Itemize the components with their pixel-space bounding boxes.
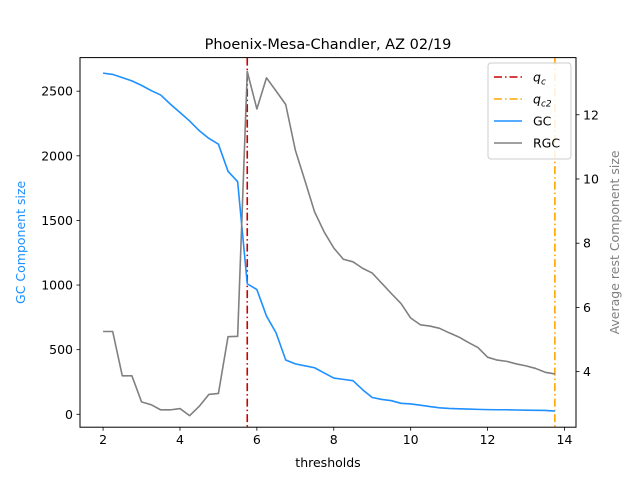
x-tick-label: 6 — [253, 432, 261, 447]
plot-layer — [102, 57, 556, 428]
x-tick-label: 2 — [99, 432, 107, 447]
x-tick-label: 14 — [557, 432, 573, 447]
x-axis-label: thresholds — [295, 455, 360, 470]
x-tick-label: 8 — [330, 432, 338, 447]
plot-frame — [79, 57, 577, 428]
legend-box — [487, 62, 572, 160]
y-tick-label-left: 0 — [65, 407, 73, 422]
y-tick-label-right: 10 — [583, 171, 599, 186]
chart-title: Phoenix-Mesa-Chandler, AZ 02/19 — [205, 37, 452, 53]
legend-label-qc2: qc2 — [533, 92, 552, 110]
series-line-rgc — [103, 70, 555, 417]
x-tick-label: 4 — [176, 432, 184, 447]
y-tick-label-right: 8 — [583, 236, 591, 251]
y-tick-label-left: 2500 — [41, 84, 73, 99]
legend-label-qc: qc — [533, 70, 546, 88]
tick-layer: 2 4 6 8 10 12 14 0 500 1000 1500 2000 2500 4 6 8 10 12 — [41, 84, 599, 448]
x-tick-label: 10 — [403, 432, 419, 447]
legend-label-rgc: RGC — [533, 136, 560, 151]
series-line-gc — [102, 72, 555, 412]
y-tick-label-right: 4 — [583, 364, 591, 379]
legend-items: qc qc2 GC RGC — [494, 70, 560, 151]
y-tick-label-left: 500 — [49, 342, 73, 357]
x-tick-label: 12 — [480, 432, 496, 447]
y-tick-label-left: 1500 — [41, 213, 73, 228]
y-tick-label-right: 12 — [583, 107, 599, 122]
y-tick-label-right: 6 — [583, 300, 591, 315]
y-tick-label-left: 1000 — [41, 278, 73, 293]
y-axis-label-right: Average rest Component size — [607, 150, 622, 334]
legend: qc qc2 GC RGC — [487, 62, 572, 160]
legend-label-gc: GC — [533, 114, 552, 129]
y-axis-label-left: GC Component size — [13, 181, 28, 304]
y-tick-label-left: 2000 — [41, 148, 73, 163]
